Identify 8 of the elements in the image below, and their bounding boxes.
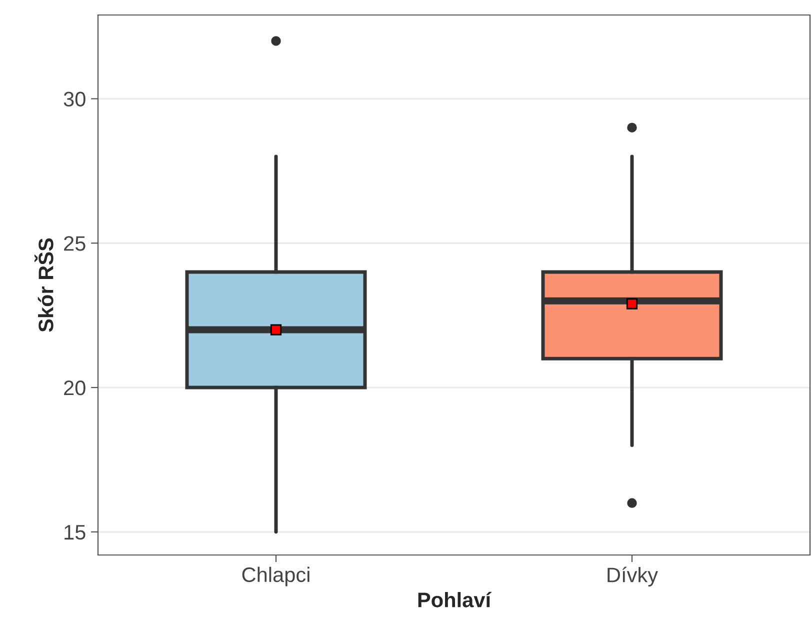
y-tick-label: 25: [64, 236, 86, 251]
y-axis-title: Skór RŠS: [34, 238, 54, 332]
y-tick-label: 20: [64, 380, 86, 396]
y-tick-label: 30: [64, 92, 86, 106]
y-tick-label: 15: [64, 525, 86, 540]
x-tick-label: Chlapci: [242, 566, 310, 586]
x-axis-title: Pohlaví: [418, 592, 492, 608]
x-tick-label: Dívky: [608, 566, 658, 586]
